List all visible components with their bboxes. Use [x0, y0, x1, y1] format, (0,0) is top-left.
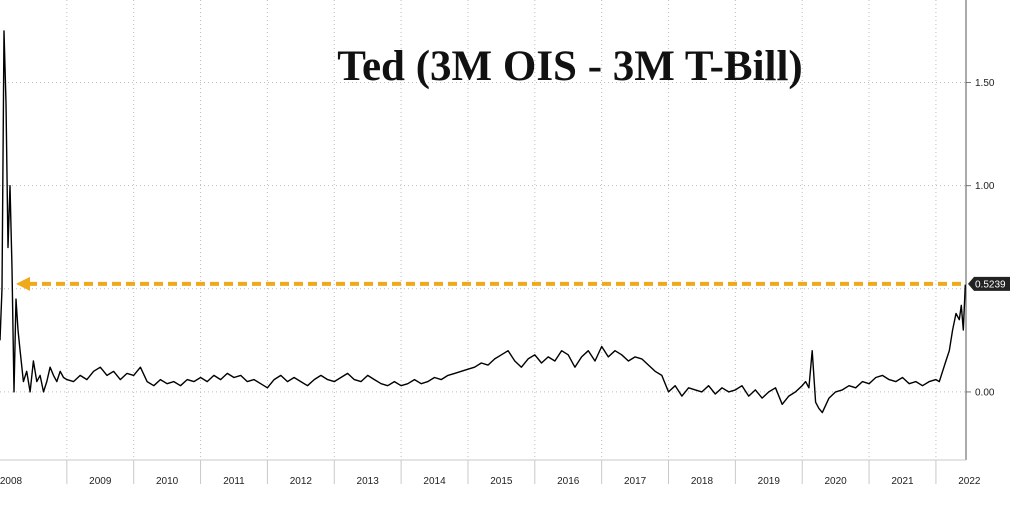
x-tick-label: 2013 [357, 476, 380, 487]
x-tick-label: 2018 [691, 476, 714, 487]
y-tick-label: 0.00 [975, 387, 995, 398]
x-tick-label: 2008 [0, 476, 23, 487]
y-tick-labels: 1.50 1.00 0.00 [975, 78, 995, 398]
y-tick-label: 1.50 [975, 78, 995, 89]
x-tick-label: 2019 [758, 476, 781, 487]
x-tick-label: 2022 [958, 476, 981, 487]
x-tick-label: 2020 [825, 476, 848, 487]
x-tick-label: 2014 [423, 476, 446, 487]
chart-title: Ted (3M OIS - 3M T-Bill) [337, 43, 803, 90]
grid-lines [0, 0, 966, 460]
x-tick-label: 2012 [290, 476, 313, 487]
series-line [0, 30, 966, 414]
x-tick-label: 2011 [223, 476, 245, 487]
x-tick-label: 2017 [624, 476, 647, 487]
series-layer [0, 30, 966, 414]
x-tick-label: 2016 [557, 476, 580, 487]
axes [0, 0, 971, 484]
x-tick-label: 2021 [891, 476, 914, 487]
reference-arrow [16, 276, 30, 291]
reference-layer: 0.5239 [16, 276, 1010, 291]
last-value-label: 0.5239 [975, 279, 1006, 290]
x-tick-label: 2009 [89, 476, 112, 487]
x-tick-label: 2010 [156, 476, 179, 487]
x-tick-label: 2015 [490, 476, 513, 487]
y-tick-label: 1.00 [975, 181, 995, 192]
x-tick-labels: 2008 2009 2010 2011 2012 2013 2014 2015 2016 2017… [0, 476, 981, 487]
last-value-badge [968, 276, 1010, 291]
